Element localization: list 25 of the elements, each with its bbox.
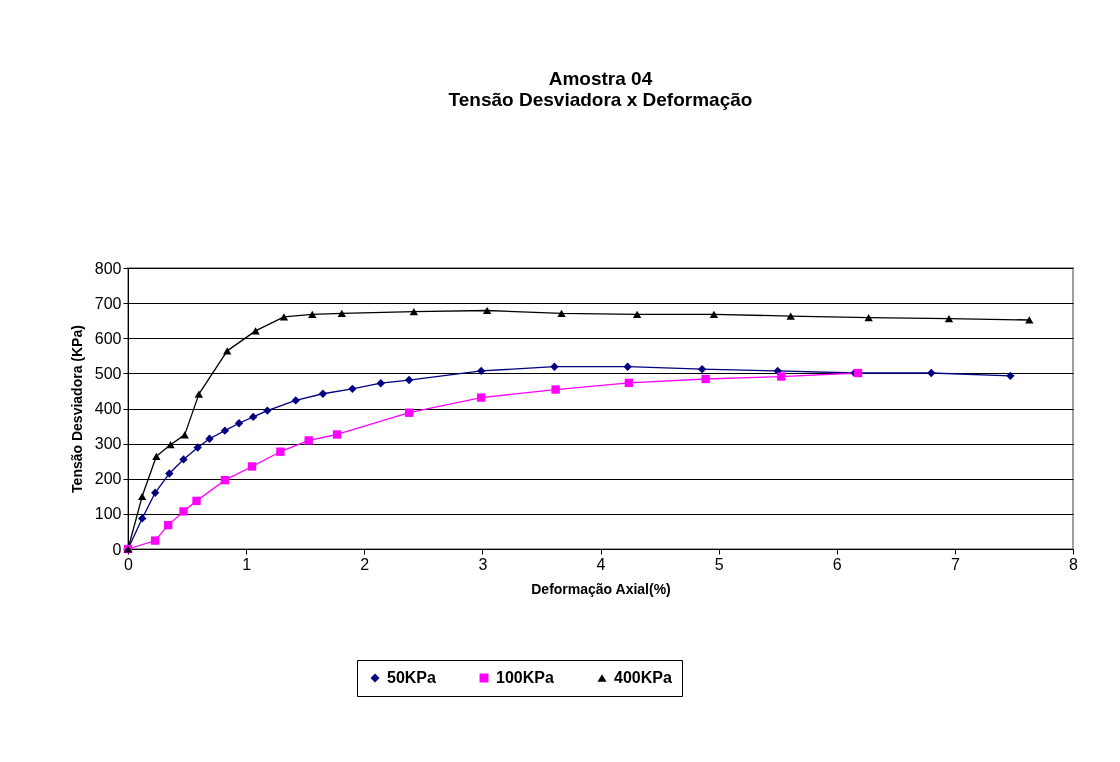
x-tick-label: 8 — [1069, 555, 1079, 573]
x-tick-label: 1 — [242, 555, 252, 573]
y-tick-label: 0 — [112, 540, 122, 558]
y-tick-label: 300 — [94, 435, 122, 453]
x-tick-label: 0 — [124, 555, 134, 573]
x-tick-label: 4 — [596, 555, 606, 573]
x-tick-label: 7 — [950, 555, 960, 573]
x-axis-title: Deformação Axial(%) — [531, 580, 671, 597]
x-tick-label: 5 — [714, 555, 724, 573]
y-tick-label: 600 — [94, 329, 122, 347]
legend-label: 400KPa — [614, 669, 672, 686]
y-tick-label: 100 — [94, 505, 122, 523]
y-axis-title: Tensão Desviadora (KPa) — [68, 325, 85, 493]
y-tick-label: 500 — [94, 364, 122, 382]
x-tick-label: 6 — [832, 555, 842, 573]
y-tick-label: 400 — [94, 400, 122, 417]
text: Amostra 04 — [548, 68, 653, 89]
text: Tensão Desviadora x Deformação — [448, 89, 753, 110]
y-tick-label: 200 — [94, 470, 122, 488]
x-tick-label: 2 — [360, 555, 370, 573]
legend-label: 100KPa — [496, 669, 554, 686]
legend-label: 50KPa — [387, 669, 437, 686]
y-tick-label: 700 — [94, 294, 122, 312]
y-tick-label: 800 — [94, 259, 122, 277]
x-tick-label: 3 — [478, 555, 488, 573]
